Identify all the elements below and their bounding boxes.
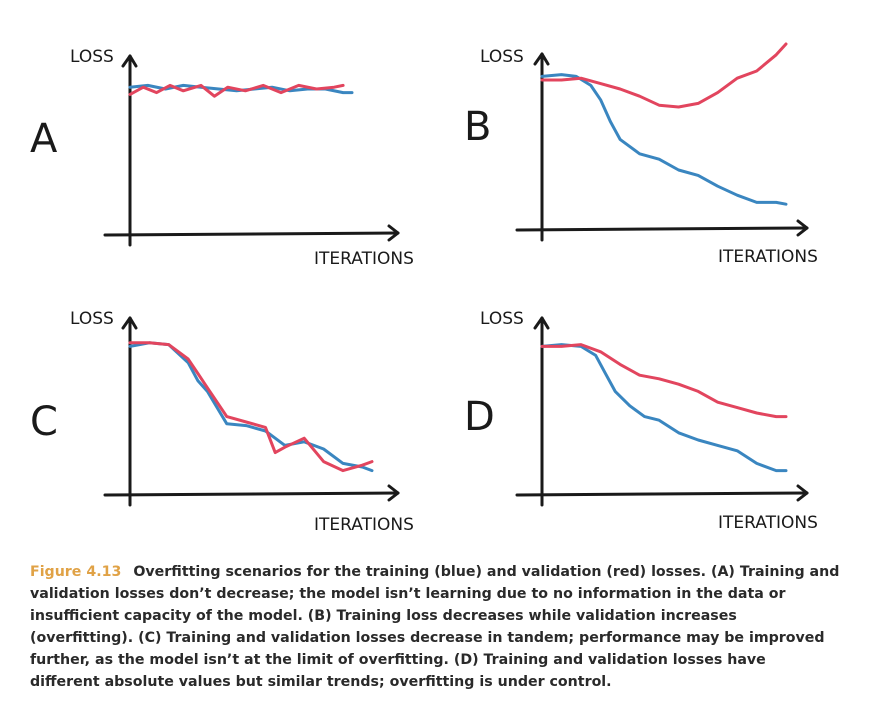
panel-label: D — [464, 394, 495, 440]
validation-loss-line — [540, 42, 788, 109]
x-axis-arrow — [387, 224, 400, 242]
x-axis — [103, 231, 400, 237]
x-axis-label: ITERATIONS — [718, 247, 818, 267]
panel-a: A LOSS ITERATIONS — [30, 47, 414, 269]
y-axis-label: LOSS — [480, 309, 524, 329]
y-axis-label: LOSS — [70, 47, 114, 67]
figure-plots: A LOSS ITERATIONS B LOSS ITERATIONS C LOSS ITERA… — [30, 42, 818, 535]
figure-caption: Figure 4.13 Overfitting scenarios for the… — [30, 561, 840, 693]
validation-loss-line — [128, 83, 345, 98]
training-loss-line — [540, 343, 788, 473]
validation-loss-line — [540, 343, 788, 419]
x-axis-label: ITERATIONS — [314, 249, 414, 269]
y-axis-arrow — [121, 316, 138, 330]
y-axis-arrow — [121, 54, 138, 68]
x-axis-label: ITERATIONS — [718, 513, 818, 533]
x-axis — [103, 491, 400, 497]
x-axis-arrow — [387, 484, 400, 502]
caption-text: Overfitting scenarios for the training (… — [30, 564, 840, 690]
panel-label: A — [30, 116, 58, 162]
validation-loss-line — [128, 341, 374, 473]
x-axis-arrow — [796, 484, 809, 502]
x-axis-label: ITERATIONS — [314, 515, 414, 535]
panel-label: B — [464, 104, 491, 150]
panel-c: C LOSS ITERATIONS — [30, 309, 414, 535]
panel-d: D LOSS ITERATIONS — [464, 309, 818, 533]
figure-number: Figure 4.13 — [30, 564, 122, 580]
training-loss-line — [540, 73, 788, 206]
y-axis-label: LOSS — [70, 309, 114, 329]
y-axis-arrow — [533, 316, 550, 330]
panel-b: B LOSS ITERATIONS — [464, 42, 818, 267]
x-axis — [515, 491, 809, 497]
y-axis-arrow — [533, 52, 550, 66]
training-loss-line — [128, 341, 374, 473]
x-axis-arrow — [796, 219, 809, 237]
x-axis — [515, 226, 809, 232]
y-axis-label: LOSS — [480, 47, 524, 67]
panel-label: C — [30, 399, 58, 445]
